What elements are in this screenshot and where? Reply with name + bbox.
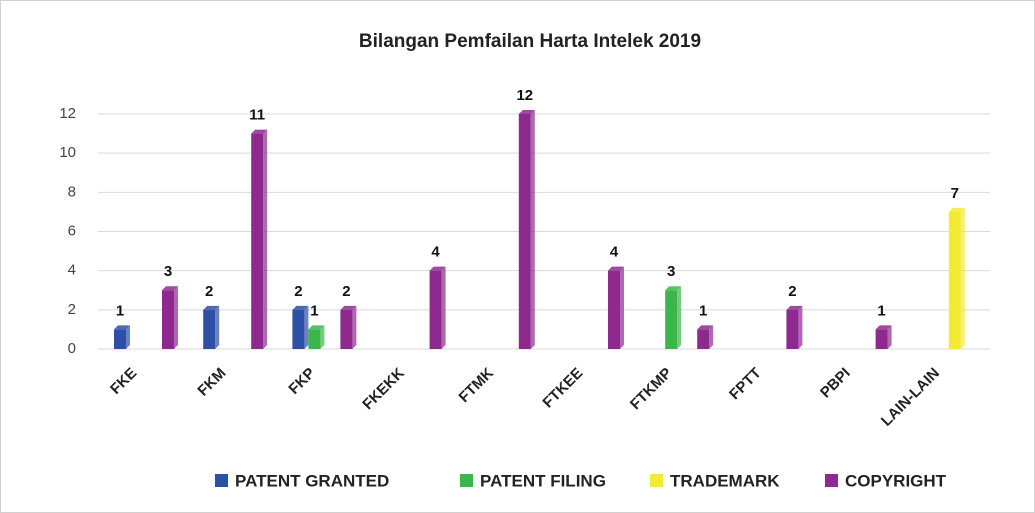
bar-side	[174, 286, 178, 349]
value-label: 2	[788, 283, 796, 300]
value-label: 7	[951, 185, 959, 202]
bar	[429, 270, 442, 349]
bar	[697, 329, 710, 349]
bar	[875, 329, 888, 349]
value-label: 3	[164, 263, 172, 280]
value-label: 11	[249, 107, 265, 124]
bar	[665, 290, 678, 349]
bar-side	[887, 325, 892, 349]
value-label: 1	[116, 302, 124, 319]
bar-top	[948, 207, 965, 212]
legend-swatch	[215, 474, 228, 487]
bar-top	[114, 325, 130, 330]
y-tick-label: 6	[68, 222, 76, 239]
bar	[340, 309, 353, 349]
bar-top	[340, 305, 357, 310]
bar-side	[441, 266, 446, 349]
bar	[608, 270, 620, 349]
legend-swatch	[460, 474, 473, 487]
bar-side	[304, 305, 309, 349]
bar-top	[251, 129, 268, 134]
bar-side	[677, 286, 682, 349]
chart-title: Bilangan Pemfailan Harta Intelek 2019	[359, 31, 701, 52]
bar-side	[530, 110, 535, 349]
bar-side	[798, 305, 803, 349]
bar-side	[620, 266, 624, 349]
y-tick-label: 12	[59, 105, 76, 122]
bar	[203, 309, 216, 349]
legend-swatch	[650, 474, 663, 487]
value-label: 12	[516, 87, 533, 104]
bar	[251, 133, 264, 349]
bar-top	[518, 110, 535, 114]
legend-label: PATENT FILING	[480, 471, 606, 490]
bar-side	[709, 325, 714, 349]
bar-side	[215, 305, 220, 349]
legend-label: PATENT GRANTED	[235, 471, 389, 490]
y-tick-label: 4	[68, 262, 76, 279]
bar-top	[786, 305, 803, 310]
y-tick-label: 10	[59, 144, 76, 161]
value-label: 2	[342, 283, 350, 300]
bar	[162, 290, 174, 349]
bar-top	[203, 305, 220, 310]
y-tick-label: 2	[68, 301, 76, 318]
bar-top	[875, 325, 892, 330]
bar	[308, 329, 321, 349]
bar-side	[352, 305, 357, 349]
bar	[292, 309, 305, 349]
bar-top	[308, 325, 325, 330]
y-tick-label: 0	[68, 340, 76, 357]
bar-top	[429, 266, 446, 271]
value-label: 1	[699, 302, 707, 319]
value-label: 3	[667, 263, 675, 280]
bar	[114, 329, 126, 349]
value-label: 2	[294, 283, 302, 300]
bar-top	[665, 286, 682, 291]
value-label: 4	[610, 244, 619, 261]
value-label: 2	[205, 283, 213, 300]
bar	[786, 309, 799, 349]
bar-top	[162, 286, 178, 291]
bar-top	[608, 266, 624, 271]
legend-label: TRADEMARK	[670, 471, 780, 490]
y-tick-label: 8	[68, 183, 76, 200]
legend-swatch	[825, 474, 838, 487]
bar	[518, 114, 531, 349]
bar-top	[697, 325, 714, 330]
bar-top	[292, 305, 309, 310]
bar-side	[960, 207, 965, 349]
legend-label: COPYRIGHT	[845, 471, 947, 490]
bar-side	[320, 325, 325, 349]
bar-side	[126, 325, 130, 349]
bar	[948, 211, 961, 349]
value-label: 1	[877, 302, 885, 319]
bar-side	[263, 129, 268, 349]
value-label: 1	[310, 302, 318, 319]
value-label: 4	[431, 244, 440, 261]
